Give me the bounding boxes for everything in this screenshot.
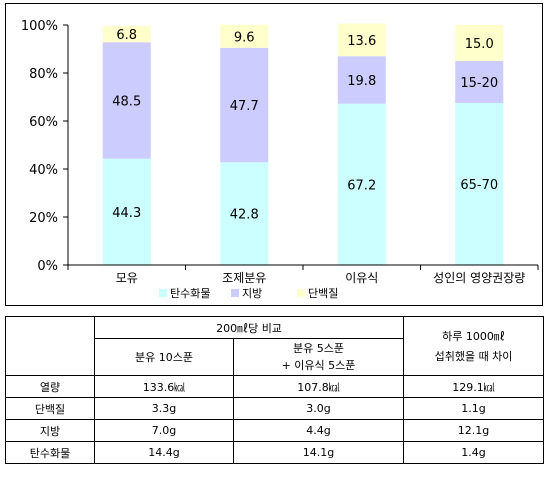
y-tick-label: 40% xyxy=(29,163,58,178)
header-group-cell: 200㎖당 비교 xyxy=(93,316,405,339)
bar-segment xyxy=(220,47,269,163)
bar-segment xyxy=(220,24,269,48)
table-cell: 7.0g xyxy=(94,419,234,442)
y-tick-label: 100% xyxy=(21,19,58,34)
header-col2-line2: + 이유식 5스푼 xyxy=(281,359,356,372)
table-row: 단백질 3.3g 3.0g 1.1g xyxy=(5,397,545,420)
row-label: 단백질 xyxy=(5,397,95,420)
data-label: 13.6 xyxy=(347,34,376,49)
data-label: 6.8 xyxy=(116,28,137,43)
data-label: 47.7 xyxy=(230,99,259,114)
comparison-table: 200㎖당 비교 하루 1000㎖ 섭취했을 때 차이 분유 10스푼 분유 5… xyxy=(5,316,545,464)
bar-segment xyxy=(102,42,151,159)
bar-segment xyxy=(102,158,151,265)
x-tick-label: 이유식 xyxy=(345,271,378,285)
data-label: 67.2 xyxy=(347,178,376,193)
table-cell: 14.1g xyxy=(232,441,405,464)
table-cell: 1.4g xyxy=(403,441,545,464)
table-corner-cell xyxy=(5,316,95,376)
legend-swatch xyxy=(159,289,167,297)
legend-label: 지방 xyxy=(242,287,262,300)
stacked-bar-chart: 44.3 48.5 6.8 모유 42.8 47.7 9.6 조제분유 67.2 19.8 13.6… xyxy=(21,19,539,300)
bar-segment xyxy=(455,61,504,103)
legend-swatch xyxy=(231,289,239,297)
y-tick-label: 0% xyxy=(37,259,58,274)
data-label: 15.0 xyxy=(465,37,494,52)
table-row: 지방 7.0g 4.4g 12.1g xyxy=(5,419,545,442)
data-label: 48.5 xyxy=(112,94,141,109)
data-label: 9.6 xyxy=(234,30,255,45)
row-label: 탄수화물 xyxy=(5,441,95,464)
header-col2-cell: 분유 5스푼 + 이유식 5스푼 xyxy=(232,338,405,376)
header-diff-line1: 하루 1000㎖ xyxy=(442,330,505,343)
table-cell: 14.4g xyxy=(94,441,234,464)
header-diff-line2: 섭취했을 때 차이 xyxy=(434,350,513,363)
table-subheader-row: 분유 10스푼 분유 5스푼 + 이유식 5스푼 xyxy=(6,338,544,376)
table-cell: 3.3g xyxy=(94,397,234,420)
bar-segment xyxy=(337,23,386,57)
row-label: 열량 xyxy=(5,375,95,398)
legend-label: 탄수화물 xyxy=(170,287,210,300)
bar-segment xyxy=(220,162,269,265)
data-label: 44.3 xyxy=(112,206,141,221)
table-row: 열량 133.6㎉ 107.8㎉ 129.1㎉ xyxy=(5,375,545,398)
data-label: 15-20 xyxy=(460,76,498,91)
data-label: 65-70 xyxy=(460,178,498,193)
bar-segment xyxy=(337,56,386,104)
table-cell: 3.0g xyxy=(232,397,405,420)
row-label: 지방 xyxy=(5,419,95,442)
bar-segment xyxy=(337,103,386,265)
header-col1-cell: 분유 10스푼 xyxy=(94,338,234,376)
x-tick-label: 조제분유 xyxy=(222,271,266,285)
y-tick-label: 20% xyxy=(29,211,58,226)
x-tick-label: 모유 xyxy=(116,271,138,285)
table-cell: 107.8㎉ xyxy=(232,375,405,398)
header-col2-line1: 분유 5스푼 xyxy=(293,342,344,355)
data-label: 19.8 xyxy=(347,74,376,89)
data-label: 42.8 xyxy=(230,208,259,223)
table-cell: 129.1㎉ xyxy=(403,375,545,398)
legend-swatch xyxy=(297,289,305,297)
y-tick-label: 60% xyxy=(29,115,58,130)
table-cell: 12.1g xyxy=(403,419,545,442)
table-cell: 1.1g xyxy=(403,397,545,420)
table-header-row: 200㎖당 비교 하루 1000㎖ 섭취했을 때 차이 xyxy=(5,316,545,376)
bar-segment xyxy=(455,103,504,265)
legend-label: 단백질 xyxy=(308,287,338,300)
x-tick-label: 성인의 영양권장량 xyxy=(433,271,525,285)
bar-segment xyxy=(102,25,151,43)
y-tick-label: 80% xyxy=(29,67,58,82)
table-row: 탄수화물 14.4g 14.1g 1.4g xyxy=(5,441,545,464)
header-diff-cell: 하루 1000㎖ 섭취했을 때 차이 xyxy=(403,316,545,376)
bar-segment xyxy=(455,25,504,61)
table-cell: 4.4g xyxy=(232,419,405,442)
table-cell: 133.6㎉ xyxy=(94,375,234,398)
chart-area: 44.3 48.5 6.8 모유 42.8 47.7 9.6 조제분유 67.2 19.8 13.6… xyxy=(5,3,543,306)
